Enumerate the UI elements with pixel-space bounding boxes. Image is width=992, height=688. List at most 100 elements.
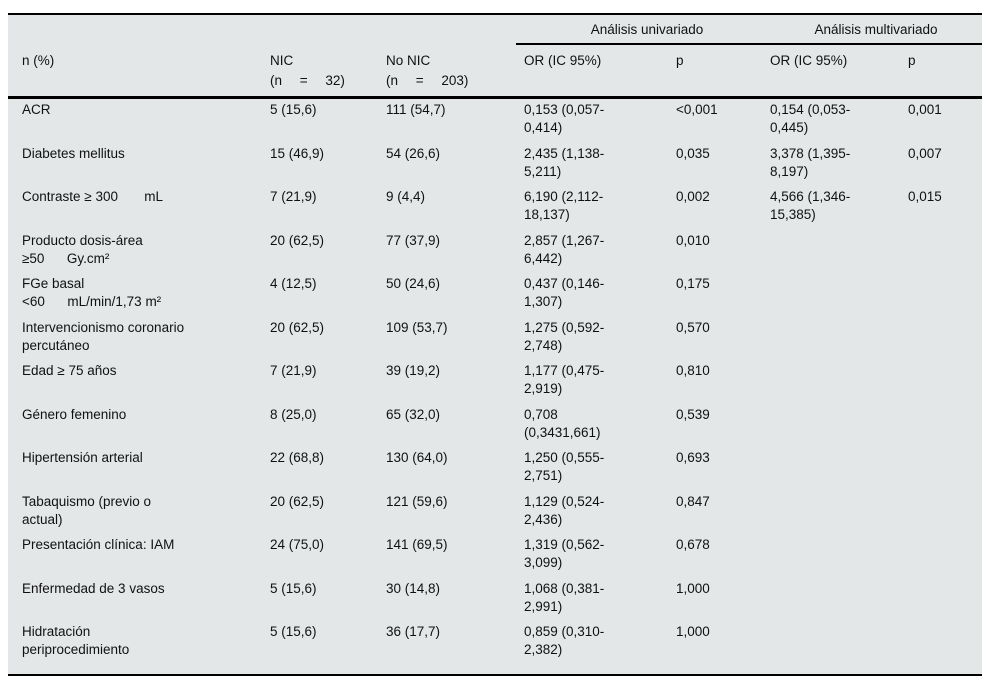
row-label: Edad ≥ 75 años	[22, 363, 117, 378]
or-univariate-value: 0,437 (0,146- 1,307)	[524, 276, 605, 309]
no-nic-value: 130 (64,0)	[386, 450, 448, 465]
nic-value: 20 (62,5)	[270, 319, 325, 335]
nic-value: 15 (46,9)	[270, 145, 325, 161]
row-label: Diabetes mellitus	[22, 145, 125, 161]
p-multivariate-value	[908, 230, 982, 232]
or-univariate-value: 1,129 (0,524- 2,436)	[524, 493, 605, 527]
no-nic-count: (n = 203)	[386, 73, 469, 88]
row-label: Género femenino	[22, 406, 127, 422]
no-nic-value: 77 (37,9)	[386, 232, 441, 248]
column-header-p-univariate: p	[676, 53, 684, 68]
or-univariate-value: 1,250 (0,555- 2,751)	[524, 450, 605, 483]
column-header-p-multivariate: p	[908, 53, 916, 68]
statistics-table: Análisis univariado Análisis multivariad…	[8, 13, 982, 676]
nic-value: 8 (25,0)	[270, 406, 317, 422]
nic-value: 20 (62,5)	[270, 232, 325, 248]
no-nic-value: 36 (17,7)	[386, 624, 441, 639]
column-header-or-univariate: OR (IC 95%)	[524, 53, 602, 68]
row-label: Hipertensión arterial	[22, 450, 143, 465]
p-univariate-value: 1,000	[676, 624, 710, 639]
p-univariate-value: 0,693	[676, 450, 710, 465]
table-row: Intervencionismo coronario percutáneo 20…	[8, 317, 982, 361]
row-label: Presentación clínica: IAM	[22, 537, 175, 552]
table-row: Hidratación periprocedimiento 5 (15,6) 3…	[8, 621, 982, 665]
nic-value: 5 (15,6)	[270, 102, 317, 117]
or-multivariate-value	[770, 447, 908, 449]
row-label: FGe basal <60 mL/min/1,73 m²	[22, 276, 162, 309]
row-label: Intervencionismo coronario percutáneo	[22, 319, 185, 353]
p-multivariate-value	[908, 360, 982, 362]
column-header-nic: NIC (n = 32)	[270, 51, 386, 91]
or-multivariate-value	[770, 534, 908, 536]
p-multivariate-value	[908, 621, 982, 623]
table-row: Contraste ≥ 300 mL 7 (21,9) 9 (4,4) 6,19…	[8, 186, 982, 230]
or-multivariate-value	[770, 317, 908, 319]
p-univariate-value: 0,035	[676, 145, 710, 161]
row-label: Contraste ≥ 300 mL	[22, 189, 163, 204]
or-univariate-value: 2,435 (1,138- 5,211)	[524, 145, 605, 179]
group-header-univariate: Análisis univariado	[590, 22, 704, 37]
p-univariate-value: 0,810	[676, 363, 710, 378]
no-nic-value: 50 (24,6)	[386, 276, 441, 291]
p-multivariate-value	[908, 317, 982, 319]
no-nic-value: 9 (4,4)	[386, 189, 426, 204]
or-univariate-value: 1,319 (0,562- 3,099)	[524, 537, 605, 570]
table-row: Diabetes mellitus 15 (46,9) 54 (26,6) 2,…	[8, 143, 982, 187]
no-nic-value: 65 (32,0)	[386, 406, 441, 422]
nic-value: 5 (15,6)	[270, 580, 317, 596]
nic-value: 4 (12,5)	[270, 276, 317, 291]
row-label: ACR	[22, 102, 51, 117]
p-multivariate-value	[908, 578, 982, 580]
no-nic-value: 121 (59,6)	[386, 493, 448, 509]
p-univariate-value: 1,000	[676, 580, 710, 596]
p-multivariate-value: 0,001	[908, 102, 942, 117]
p-multivariate-value	[908, 447, 982, 449]
or-univariate-value: 1,275 (0,592- 2,748)	[524, 319, 605, 353]
p-univariate-value: 0,539	[676, 406, 710, 422]
or-multivariate-value	[770, 404, 908, 406]
row-label: Producto dosis-área ≥50 Gy.cm²	[22, 232, 143, 266]
table-row: Género femenino 8 (25,0) 65 (32,0) 0,708…	[8, 404, 982, 448]
group-header-row: Análisis univariado Análisis multivariad…	[8, 21, 982, 41]
table-row: Producto dosis-área ≥50 Gy.cm² 20 (62,5)…	[8, 230, 982, 274]
table-row: FGe basal <60 mL/min/1,73 m² 4 (12,5) 50…	[8, 273, 982, 317]
column-header-variable: n (%)	[22, 53, 55, 68]
p-multivariate-value	[908, 491, 982, 493]
row-label: Tabaquismo (previo o actual)	[22, 493, 152, 527]
or-univariate-value: 0,153 (0,057- 0,414)	[524, 102, 605, 135]
table-row: Edad ≥ 75 años 7 (21,9) 39 (19,2) 1,177 …	[8, 360, 982, 404]
p-univariate-value: 0,010	[676, 232, 710, 248]
p-univariate-value: <0,001	[676, 102, 718, 117]
or-univariate-value: 6,190 (2,112- 18,137)	[524, 189, 604, 222]
or-multivariate-value: 0,154 (0,053- 0,445)	[770, 102, 851, 135]
no-nic-title: No NIC	[386, 53, 431, 68]
column-header-no-nic: No NIC (n = 203)	[386, 51, 524, 91]
no-nic-value: 141 (69,5)	[386, 537, 448, 552]
or-univariate-value: 1,177 (0,475- 2,919)	[524, 363, 605, 396]
nic-count: (n = 32)	[270, 73, 345, 88]
p-univariate-value: 0,175	[676, 276, 710, 291]
group-header-multivariate: Análisis multivariado	[814, 22, 938, 37]
nic-value: 24 (75,0)	[270, 537, 325, 552]
p-multivariate-value	[908, 534, 982, 536]
no-nic-value: 109 (53,7)	[386, 319, 448, 335]
no-nic-value: 39 (19,2)	[386, 363, 441, 378]
p-univariate-value: 0,678	[676, 537, 710, 552]
or-multivariate-value	[770, 491, 908, 493]
or-univariate-value: 2,857 (1,267- 6,442)	[524, 232, 605, 266]
p-univariate-value: 0,002	[676, 189, 710, 204]
or-multivariate-value	[770, 273, 908, 275]
no-nic-value: 111 (54,7)	[386, 102, 446, 117]
table-row: ACR 5 (15,6) 111 (54,7) 0,153 (0,057- 0,…	[8, 99, 982, 143]
no-nic-value: 54 (26,6)	[386, 145, 441, 161]
column-header-row: n (%) NIC (n = 32) No NIC (n = 203) OR (IC…	[8, 51, 982, 91]
row-label: Hidratación periprocedimiento	[22, 624, 130, 657]
row-label: Enfermedad de 3 vasos	[22, 580, 165, 596]
table-body: ACR 5 (15,6) 111 (54,7) 0,153 (0,057- 0,…	[8, 99, 982, 674]
or-multivariate-value: 4,566 (1,346- 15,385)	[770, 189, 851, 222]
p-univariate-value: 0,570	[676, 319, 710, 335]
column-header-or-multivariate: OR (IC 95%)	[770, 53, 848, 68]
p-multivariate-value: 0,007	[908, 145, 942, 161]
or-multivariate-value	[770, 621, 908, 623]
